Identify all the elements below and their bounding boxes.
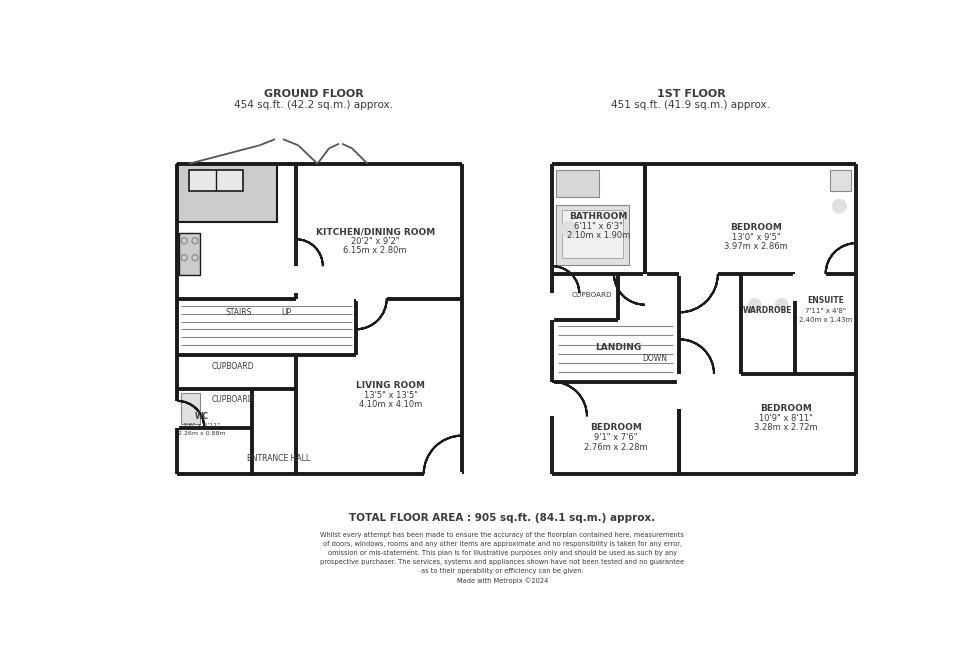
Text: 7'6" x 2'11": 7'6" x 2'11" (183, 423, 220, 428)
Bar (179, 233, 201, 275)
Text: 4.10m x 4.10m: 4.10m x 4.10m (359, 401, 422, 410)
Text: GROUND FLOOR: GROUND FLOOR (264, 89, 364, 99)
Bar (562, 210, 623, 258)
Bar (177, 163, 277, 222)
Circle shape (775, 298, 788, 311)
Bar (829, 170, 851, 191)
Text: 6'11" x 6'3": 6'11" x 6'3" (574, 222, 623, 231)
Text: CUPBOARD: CUPBOARD (212, 362, 254, 371)
Text: BEDROOM: BEDROOM (590, 423, 642, 432)
Text: 3.97m x 2.86m: 3.97m x 2.86m (724, 242, 788, 251)
Text: UP: UP (281, 308, 292, 317)
Text: ENSUITE: ENSUITE (808, 297, 844, 306)
Text: CUPBOARD: CUPBOARD (571, 293, 612, 298)
Bar (557, 170, 599, 197)
Text: DOWN: DOWN (642, 354, 667, 363)
Text: WC: WC (195, 412, 209, 421)
Bar (181, 393, 201, 424)
Text: 20'2" x 9'2": 20'2" x 9'2" (351, 237, 400, 246)
Text: KITCHEN/DINING ROOM: KITCHEN/DINING ROOM (316, 227, 435, 236)
Text: Whilst every attempt has been made to ensure the accuracy of the floorplan conta: Whilst every attempt has been made to en… (320, 532, 684, 584)
Text: 13'0" x 9'5": 13'0" x 9'5" (732, 233, 781, 242)
Text: 7'11" x 4'8": 7'11" x 4'8" (806, 308, 846, 314)
Circle shape (562, 222, 577, 237)
Text: 13'5" x 13'5": 13'5" x 13'5" (364, 391, 417, 400)
Text: 2.76m x 2.28m: 2.76m x 2.28m (584, 443, 648, 452)
Text: 454 sq.ft. (42.2 sq.m.) approx.: 454 sq.ft. (42.2 sq.m.) approx. (234, 100, 393, 110)
Text: BEDROOM: BEDROOM (760, 404, 811, 413)
Text: 2.40m x 1.43m: 2.40m x 1.43m (799, 317, 853, 323)
Text: BEDROOM: BEDROOM (730, 223, 782, 232)
Text: 3.28m x 2.72m: 3.28m x 2.72m (754, 423, 817, 432)
Text: 451 sq.ft. (41.9 sq.m.) approx.: 451 sq.ft. (41.9 sq.m.) approx. (612, 100, 770, 110)
Text: LIVING ROOM: LIVING ROOM (356, 381, 425, 390)
Text: ENTRANCE HALL: ENTRANCE HALL (247, 454, 311, 463)
Text: LANDING: LANDING (595, 342, 641, 351)
Text: 2.26m x 0.88m: 2.26m x 0.88m (178, 431, 225, 436)
Circle shape (833, 199, 847, 213)
Circle shape (749, 298, 761, 311)
Circle shape (184, 410, 197, 422)
Text: 9'1" x 7'6": 9'1" x 7'6" (595, 433, 638, 443)
Text: 1ST FLOOR: 1ST FLOOR (657, 89, 725, 99)
Bar (559, 206, 580, 238)
Text: CUPBOARD: CUPBOARD (212, 395, 254, 404)
Bar (557, 205, 629, 265)
Text: STAIRS: STAIRS (225, 308, 252, 317)
Text: WARDROBE: WARDROBE (743, 306, 793, 315)
Text: 6.15m x 2.80m: 6.15m x 2.80m (343, 246, 407, 255)
Text: 10'9" x 8'11": 10'9" x 8'11" (759, 414, 812, 423)
Bar (189, 170, 243, 191)
Text: TOTAL FLOOR AREA : 905 sq.ft. (84.1 sq.m.) approx.: TOTAL FLOOR AREA : 905 sq.ft. (84.1 sq.m… (349, 513, 656, 523)
Text: 2.10m x 1.90m: 2.10m x 1.90m (566, 231, 630, 240)
Text: BATHROOM: BATHROOM (569, 212, 627, 221)
